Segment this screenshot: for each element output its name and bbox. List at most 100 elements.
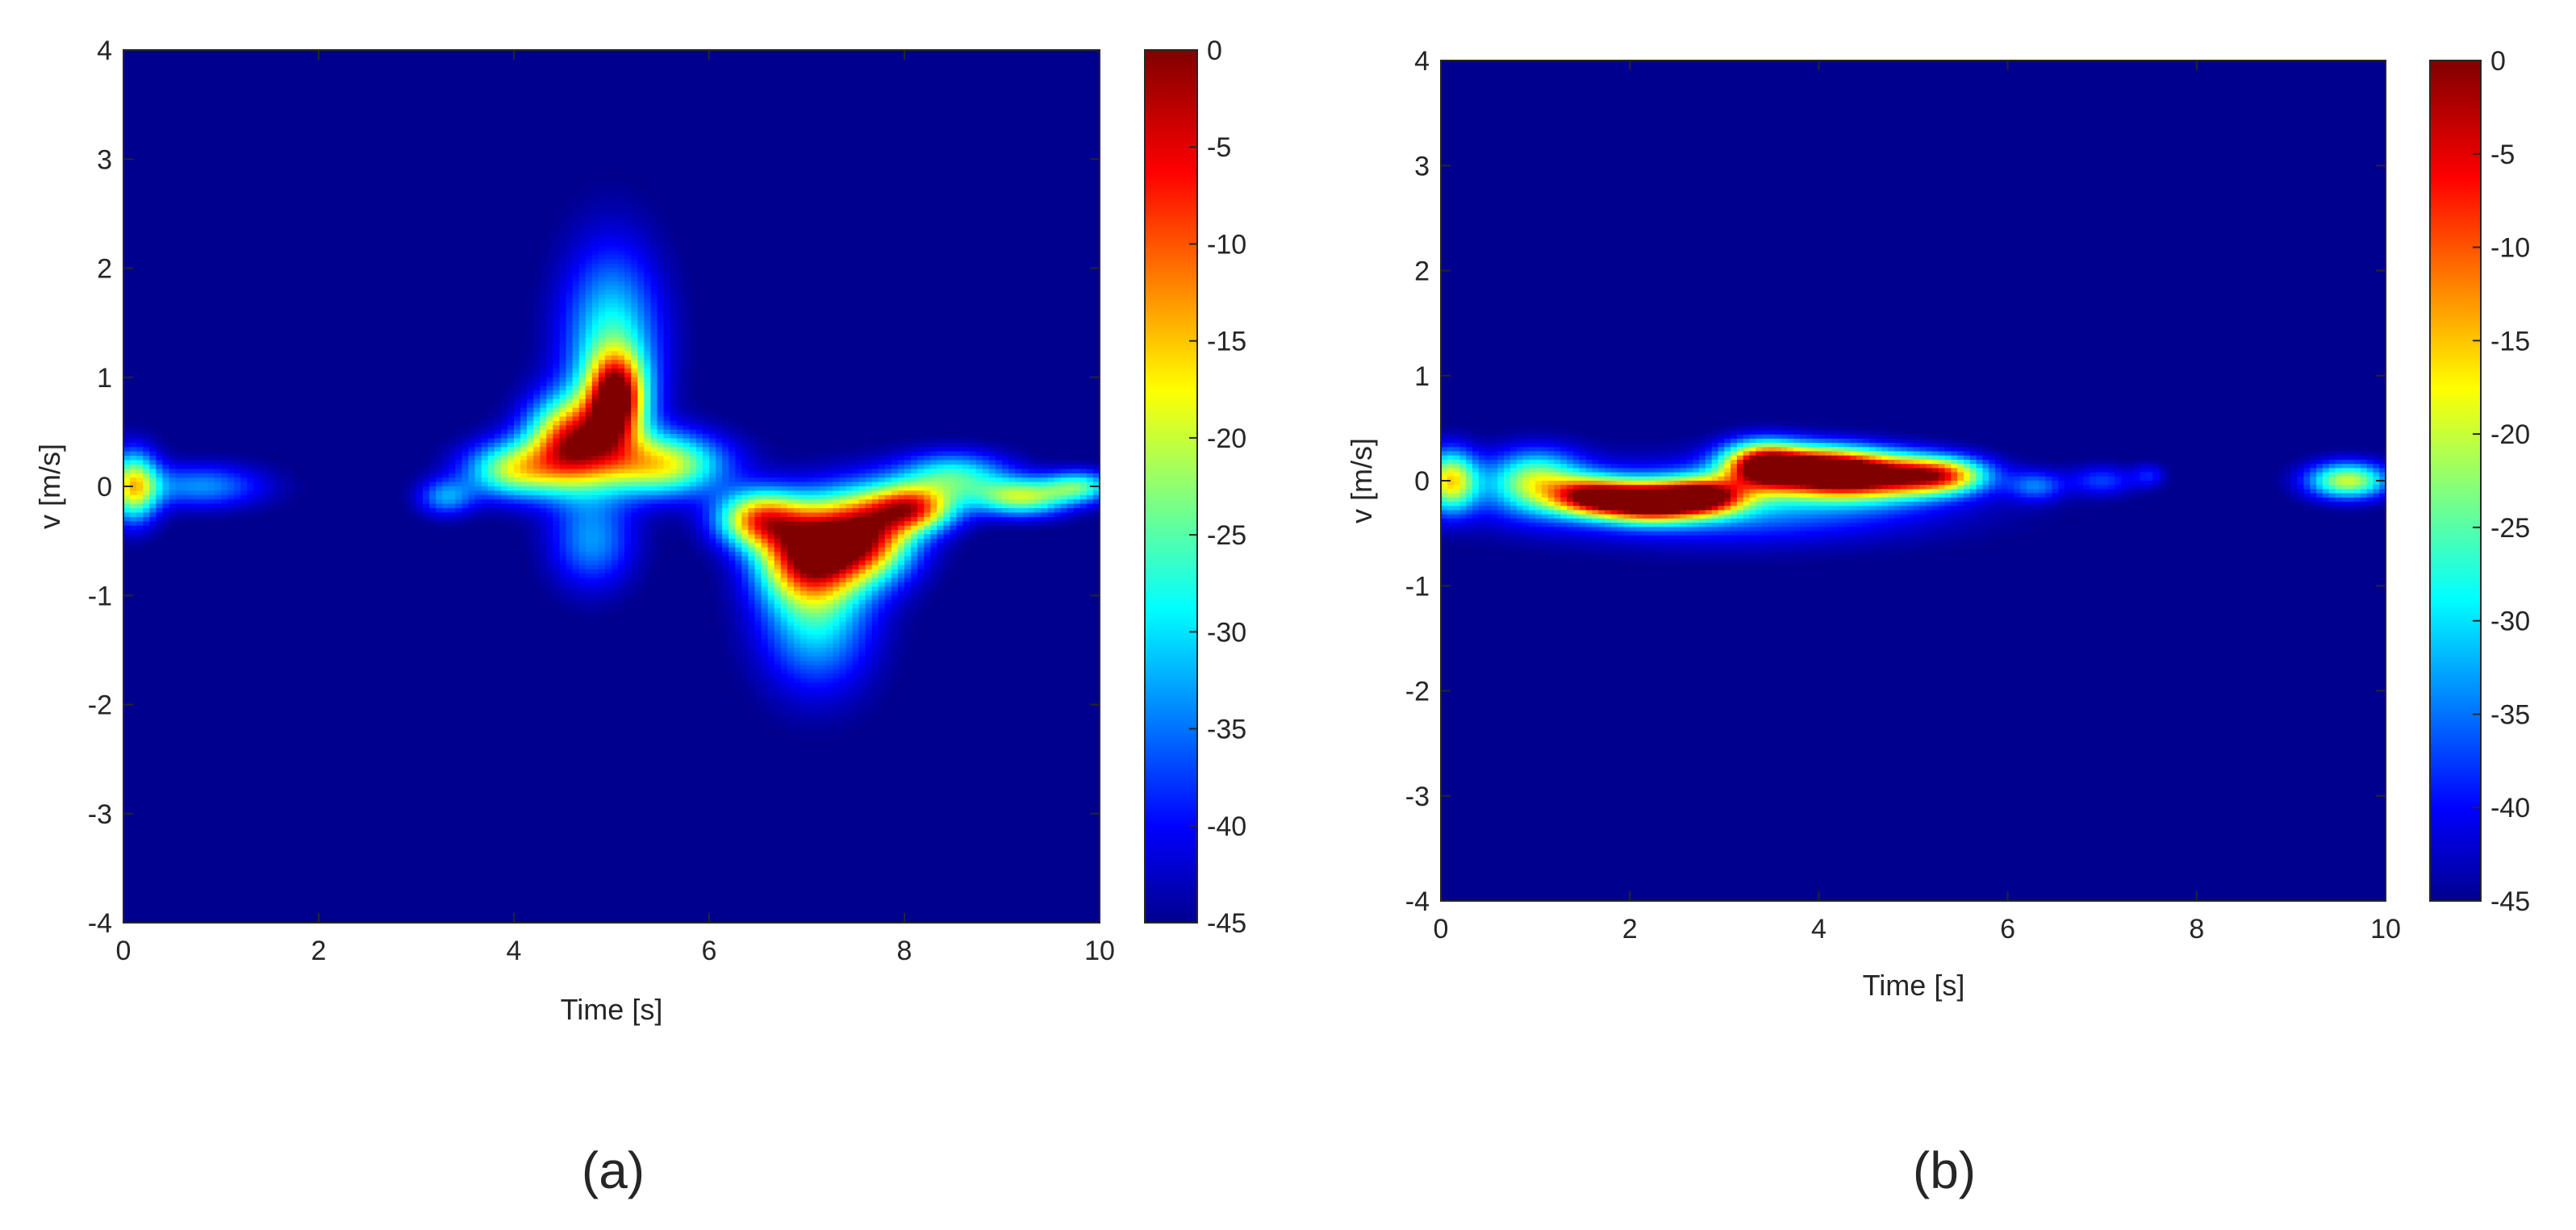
- heatmap-cell: [663, 355, 671, 361]
- heatmap-cell: [540, 329, 548, 335]
- heatmap-cell: [839, 538, 847, 544]
- heatmap-cell: [722, 494, 729, 500]
- heatmap-cell: [591, 368, 599, 374]
- heatmap-cell: [858, 512, 866, 518]
- heatmap-cell: [735, 425, 743, 431]
- heatmap-cell: [540, 403, 548, 409]
- heatmap-cell: [533, 552, 541, 557]
- heatmap-cell: [527, 412, 534, 418]
- heatmap-cell: [800, 456, 808, 461]
- heatmap-cell: [188, 482, 196, 487]
- heatmap-cell: [1054, 512, 1062, 518]
- heatmap-cell: [455, 499, 463, 505]
- heatmap-cell: [514, 503, 521, 509]
- heatmap-cell: [612, 311, 619, 317]
- heatmap-cell: [585, 420, 593, 426]
- heatmap-cell: [774, 447, 782, 452]
- heatmap-cell: [683, 425, 691, 431]
- heatmap-cell: [644, 228, 652, 234]
- heatmap-cell: [735, 456, 743, 461]
- heatmap-cell: [924, 499, 931, 505]
- heatmap-cell: [533, 386, 541, 391]
- heatmap-cell: [416, 486, 424, 492]
- heatmap-cell: [917, 460, 925, 465]
- heatmap-cell: [833, 456, 841, 461]
- heatmap-cell: [572, 569, 580, 574]
- heatmap-cell: [780, 512, 788, 518]
- heatmap-cell: [793, 512, 801, 518]
- heatmap-cell: [500, 508, 508, 514]
- heatmap-cell: [598, 228, 606, 234]
- heatmap-cell: [624, 311, 632, 317]
- heatmap-cell: [813, 556, 820, 561]
- heatmap-cell: [637, 181, 645, 186]
- heatmap-cell: [631, 538, 638, 544]
- heatmap-cell: [585, 185, 593, 190]
- heatmap-cell: [279, 460, 287, 465]
- heatmap-cell: [956, 473, 964, 478]
- heatmap-cell: [644, 360, 652, 365]
- heatmap-cell: [149, 477, 157, 483]
- heatmap-cell: [741, 565, 749, 570]
- heatmap-cell: [917, 486, 925, 492]
- heatmap-cell: [820, 460, 827, 465]
- heatmap-cell: [566, 368, 574, 374]
- heatmap-cell: [566, 194, 574, 199]
- heatmap-cell: [461, 516, 470, 523]
- heatmap-cell: [761, 508, 769, 514]
- heatmap-cell: [800, 499, 808, 505]
- heatmap-cell: [612, 172, 619, 177]
- heatmap-cell: [214, 494, 222, 500]
- heatmap-cell: [273, 460, 281, 465]
- heatmap-cell: [500, 516, 508, 523]
- heatmap-cell: [650, 425, 658, 431]
- heatmap-cell: [487, 429, 495, 435]
- heatmap-cell: [722, 525, 729, 531]
- heatmap-cell: [514, 412, 521, 418]
- heatmap-cell: [136, 486, 144, 492]
- heatmap-cell: [689, 486, 697, 492]
- heatmap-cell: [650, 512, 658, 518]
- heatmap-cell: [1047, 525, 1055, 531]
- heatmap-cell: [253, 482, 261, 487]
- heatmap-cell: [937, 556, 945, 561]
- heatmap-cell: [1041, 516, 1049, 523]
- heatmap-cell: [689, 512, 697, 518]
- heatmap-cell: [735, 538, 743, 544]
- heatmap-cell: [663, 259, 671, 265]
- heatmap-cell: [852, 561, 860, 566]
- heatmap-cell: [494, 486, 502, 492]
- heatmap-cell: [637, 516, 645, 523]
- heatmap-cell: [644, 442, 652, 448]
- heatmap-cell: [663, 434, 671, 440]
- heatmap-cell: [514, 477, 521, 483]
- heatmap-cell: [1067, 521, 1075, 527]
- heatmap-cell: [136, 460, 144, 465]
- heatmap-cell: [520, 499, 528, 505]
- heatmap-cell: [820, 565, 827, 570]
- heatmap-cell: [221, 512, 228, 518]
- heatmap-cell: [833, 538, 841, 544]
- heatmap-cell: [637, 499, 645, 505]
- heatmap-cell: [695, 360, 703, 365]
- heatmap-cell: [487, 412, 495, 418]
- heatmap-cell: [956, 565, 964, 570]
- heatmap-cell: [1079, 512, 1088, 518]
- heatmap-cell: [650, 473, 658, 478]
- heatmap-cell: [481, 477, 489, 483]
- heatmap-cell: [578, 412, 587, 418]
- heatmap-cell: [585, 508, 593, 514]
- heatmap-cell: [729, 508, 736, 514]
- heatmap-cell: [689, 460, 697, 465]
- heatmap-cell: [566, 233, 574, 239]
- heatmap-cell: [156, 534, 164, 540]
- heatmap-cell: [188, 456, 196, 461]
- heatmap-cell: [612, 565, 619, 570]
- heatmap-cell: [631, 552, 638, 557]
- heatmap-cell: [591, 477, 599, 483]
- heatmap-cell: [670, 530, 678, 536]
- heatmap-cell: [156, 508, 164, 514]
- heatmap-cell: [169, 486, 177, 492]
- heatmap-cell: [884, 508, 892, 514]
- heatmap-cell: [207, 460, 215, 465]
